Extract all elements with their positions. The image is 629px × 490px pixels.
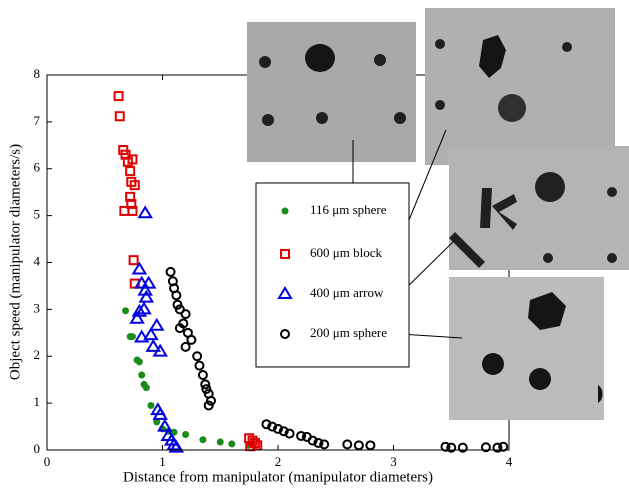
point <box>252 440 263 451</box>
point <box>168 439 185 453</box>
point <box>296 430 307 441</box>
plot-area: 0 1 2 3 4 0 1 2 3 4 5 6 7 8 <box>34 66 513 469</box>
point <box>128 333 136 341</box>
point <box>182 431 190 439</box>
x-tick-label: 4 <box>506 454 513 469</box>
y-tick-label: 2 <box>34 347 41 362</box>
point <box>313 437 324 448</box>
point <box>174 323 185 334</box>
legend-label: 600 μm block <box>310 245 382 260</box>
point <box>192 351 203 362</box>
photo-2 <box>425 8 615 165</box>
point <box>180 341 191 352</box>
point <box>152 343 168 357</box>
point <box>114 111 125 122</box>
y-tick-label: 1 <box>34 394 41 409</box>
point <box>284 428 295 439</box>
point <box>165 266 176 277</box>
y-tick-label: 4 <box>34 253 41 268</box>
point <box>200 379 211 390</box>
point <box>186 334 197 345</box>
legend-label: 400 μm arrow <box>310 285 384 300</box>
point <box>140 275 157 289</box>
point <box>125 166 136 177</box>
photo-1 <box>247 22 416 162</box>
point <box>498 441 509 452</box>
x-tick-label: 3 <box>390 454 397 469</box>
point <box>174 304 185 315</box>
point <box>492 442 503 453</box>
point <box>180 309 191 320</box>
point <box>307 435 318 446</box>
point <box>201 384 212 395</box>
y-tick-label: 7 <box>34 113 41 128</box>
legend-label: 200 μm sphere <box>310 325 387 340</box>
point <box>138 289 155 303</box>
point <box>319 439 330 450</box>
point <box>148 317 165 331</box>
point <box>152 406 168 420</box>
point <box>228 440 236 448</box>
y-tick-label: 5 <box>34 207 41 222</box>
point <box>147 401 155 409</box>
point <box>457 442 468 453</box>
y-tick-label: 3 <box>34 300 41 315</box>
x-tick-label: 2 <box>275 454 282 469</box>
point <box>342 439 353 450</box>
point <box>446 442 457 453</box>
point <box>273 423 283 434</box>
photo-4 <box>449 277 604 420</box>
y-axis-label: Object speed (manipulator diameters/s) <box>7 144 23 380</box>
point <box>143 327 159 341</box>
point <box>135 358 143 366</box>
point <box>131 261 148 275</box>
legend-marker <box>277 286 293 299</box>
point <box>138 371 146 379</box>
legend-marker <box>280 249 290 259</box>
legend-marker <box>280 329 290 339</box>
point <box>480 442 491 453</box>
point <box>113 91 124 102</box>
x-axis-label: Distance from manipulator (manipulator d… <box>123 469 433 485</box>
point <box>194 360 205 371</box>
point <box>128 255 139 266</box>
legend-marker <box>281 207 289 215</box>
legend-entries: 116 μm sphere 600 μm block 400 μm arrow 200… <box>277 202 387 340</box>
point <box>133 329 150 343</box>
point <box>122 307 130 315</box>
point <box>203 400 214 411</box>
y-tick-label: 8 <box>34 66 41 81</box>
point <box>278 426 289 437</box>
point <box>129 310 145 324</box>
point <box>261 419 272 430</box>
x-tick-label: 0 <box>44 454 51 469</box>
point <box>199 436 207 444</box>
point <box>145 338 162 352</box>
point <box>440 441 451 452</box>
point <box>127 205 138 216</box>
point <box>267 421 278 432</box>
point <box>171 290 182 301</box>
point <box>197 370 208 380</box>
point <box>137 205 153 219</box>
y-tick-label: 0 <box>34 441 41 456</box>
photo-3 <box>449 146 629 270</box>
point <box>127 154 138 165</box>
point <box>153 418 161 426</box>
point <box>129 180 140 191</box>
point <box>365 440 376 451</box>
point <box>216 438 224 446</box>
point <box>353 440 364 451</box>
point <box>157 418 173 432</box>
point <box>142 384 150 392</box>
y-tick-label: 6 <box>34 160 41 175</box>
legend-label: 116 μm sphere <box>310 202 387 217</box>
x-tick-label: 1 <box>159 454 166 469</box>
